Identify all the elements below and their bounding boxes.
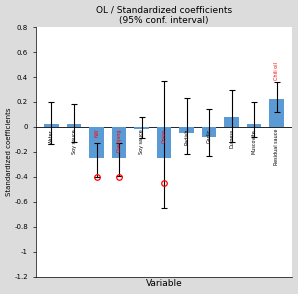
Text: Radish: Radish [184, 129, 189, 145]
Bar [202, 127, 216, 137]
Text: Water: Water [49, 129, 54, 143]
Bar [269, 99, 284, 127]
Bar [179, 127, 194, 133]
Bar [44, 124, 59, 127]
Text: Garlic: Garlic [207, 129, 212, 143]
Text: NW: NW [94, 129, 99, 137]
Text: Residual sauce: Residual sauce [274, 129, 279, 165]
Text: Chili oil: Chili oil [274, 62, 279, 79]
Bar [89, 127, 104, 158]
Text: Soy sauce: Soy sauce [72, 129, 77, 153]
Bar [247, 124, 261, 127]
Text: Doenjang: Doenjang [117, 129, 122, 152]
Text: Muscovite: Muscovite [252, 129, 257, 153]
Y-axis label: Standardized coefficients: Standardized coefficients [6, 108, 12, 196]
Bar [112, 127, 126, 158]
Bar [134, 127, 149, 129]
Text: Dulness: Dulness [229, 129, 234, 148]
Title: OL / Standardized coefficients
(95% conf. interval): OL / Standardized coefficients (95% conf… [96, 6, 232, 25]
Bar [67, 124, 81, 127]
Bar [157, 127, 171, 158]
Text: Soy sauce: Soy sauce [139, 129, 144, 153]
Bar [224, 117, 239, 127]
Text: Onion: Onion [162, 129, 167, 143]
X-axis label: Variable: Variable [146, 279, 182, 288]
